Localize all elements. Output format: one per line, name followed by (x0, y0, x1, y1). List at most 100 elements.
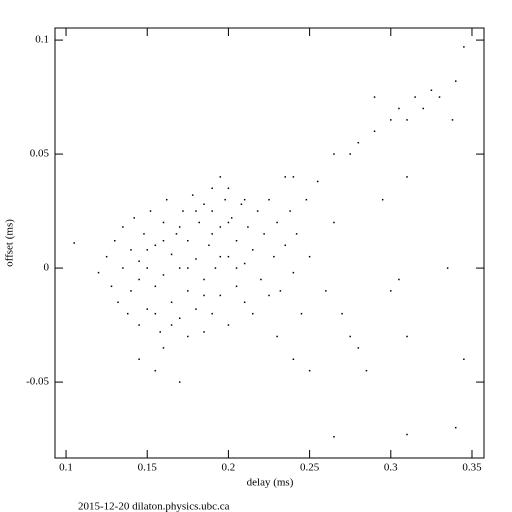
x-tick-label: 0.15 (138, 462, 158, 474)
point (219, 294, 222, 297)
point (187, 290, 189, 292)
point (182, 210, 184, 212)
point (178, 267, 181, 269)
point (235, 285, 238, 288)
point (398, 278, 400, 281)
point (247, 226, 249, 228)
point (133, 217, 135, 219)
point (208, 244, 210, 247)
point (224, 198, 226, 201)
plot-frame (54, 27, 485, 459)
point (198, 221, 200, 224)
point (235, 267, 238, 269)
x-tick-label: 0.1 (59, 462, 73, 474)
point (146, 267, 148, 269)
point (373, 96, 376, 98)
point (138, 260, 140, 262)
point (414, 96, 416, 98)
point (263, 233, 265, 235)
point (333, 153, 335, 155)
point (162, 274, 165, 276)
point (227, 187, 230, 190)
point (170, 253, 173, 256)
point (138, 278, 140, 281)
point (73, 242, 75, 244)
point (300, 312, 303, 315)
point (149, 210, 152, 212)
point (390, 290, 392, 292)
point (162, 347, 165, 349)
point (175, 233, 178, 235)
point (227, 255, 230, 258)
point (203, 331, 205, 333)
point (178, 381, 181, 383)
x-axis-label: delay (ms) (247, 477, 294, 489)
point (268, 294, 270, 297)
point (211, 233, 213, 235)
point (373, 130, 376, 133)
point (398, 107, 400, 110)
point (214, 267, 217, 269)
point (170, 324, 173, 326)
point (333, 221, 335, 224)
point (292, 176, 295, 178)
point (178, 317, 181, 319)
point (279, 290, 282, 292)
point (381, 198, 384, 201)
point (105, 255, 108, 258)
point (333, 436, 335, 438)
point (349, 153, 351, 155)
point (284, 244, 287, 247)
point (191, 194, 194, 196)
point (195, 308, 197, 310)
point (451, 119, 454, 121)
point (240, 203, 243, 205)
point (165, 198, 168, 201)
point (146, 249, 148, 251)
point (178, 226, 181, 228)
point (268, 198, 270, 201)
point (252, 312, 254, 315)
point (305, 198, 308, 201)
point (122, 267, 124, 269)
point (308, 255, 311, 258)
point (110, 285, 113, 288)
point (219, 176, 222, 178)
point (463, 46, 465, 48)
point (235, 239, 238, 242)
point (117, 301, 119, 304)
point (243, 262, 246, 265)
point (162, 221, 165, 224)
point (276, 221, 278, 224)
point (276, 335, 278, 338)
point (146, 308, 148, 310)
point (211, 187, 213, 190)
point (154, 285, 157, 288)
point (292, 358, 295, 361)
point (187, 267, 189, 269)
point (195, 210, 197, 212)
x-tick-label: 0.35 (462, 462, 482, 474)
point (446, 267, 449, 269)
point (430, 89, 433, 91)
point (243, 198, 246, 201)
point (227, 221, 230, 224)
point (162, 239, 165, 242)
point (203, 294, 205, 297)
point (159, 331, 161, 333)
point (97, 271, 100, 274)
point (219, 226, 222, 228)
y-axis-label: offset (ms) (4, 219, 16, 267)
point (406, 335, 408, 338)
point (273, 255, 275, 258)
point (406, 433, 408, 436)
point (406, 119, 408, 121)
point (126, 312, 129, 315)
point (211, 312, 213, 315)
y-tick-label: 0 (44, 262, 50, 274)
point (219, 255, 222, 258)
point (143, 233, 145, 235)
point (438, 96, 441, 98)
